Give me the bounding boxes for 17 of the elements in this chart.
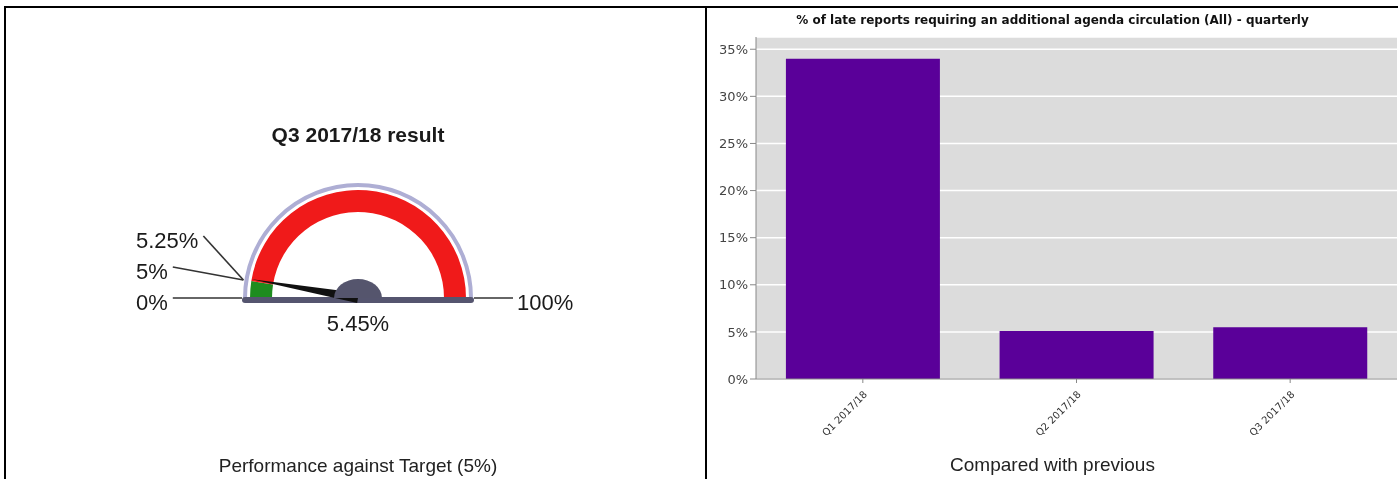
y-tick-label: 20%: [719, 183, 748, 199]
text: 5.45%: [326, 311, 390, 336]
text: 0%: [136, 290, 168, 315]
y-tick-label: 25%: [719, 136, 748, 152]
text: Compared with previous: [950, 454, 1155, 475]
y-tick-label: 35%: [719, 41, 748, 57]
text: 100%: [517, 290, 574, 315]
chart-title: Q3 2017/18 result: [271, 123, 445, 146]
y-tick-label: 30%: [719, 88, 748, 104]
y-tick-label: 15%: [719, 230, 748, 246]
y-tick-label: 5%: [727, 324, 748, 340]
chart-title: % of late reports requiring an additional agenda circulation (All) - quarterly: [796, 13, 1309, 27]
y-tick-label: 0%: [727, 371, 748, 387]
text: 5%: [136, 259, 168, 284]
text: Performance against Target (5%): [218, 455, 498, 476]
text: 5.25%: [136, 228, 199, 253]
y-tick-label: 10%: [719, 277, 748, 293]
